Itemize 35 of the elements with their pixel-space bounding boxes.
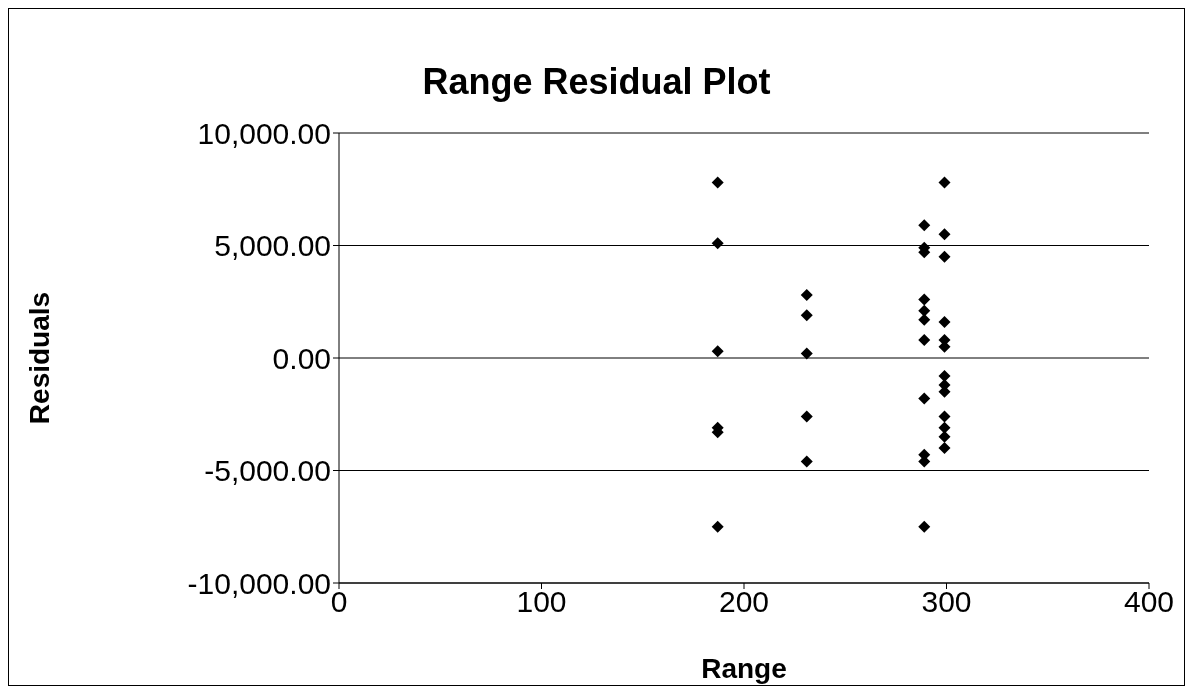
point (800, 347, 813, 360)
y-tick-label: 10,000.00 (197, 116, 331, 150)
point (711, 237, 724, 250)
point (711, 176, 724, 189)
point (711, 345, 724, 358)
point (918, 520, 931, 533)
chart-title: Range Residual Plot (421, 61, 772, 103)
point (938, 370, 951, 382)
x-tick-label: 400 (1123, 585, 1175, 619)
point (800, 455, 813, 468)
x-tick-label: 300 (921, 585, 972, 619)
y-tick-label: -5,000.00 (204, 454, 331, 488)
point (800, 289, 813, 301)
y-tick-label: 0.00 (272, 341, 331, 375)
point (711, 520, 724, 533)
y-axis-title: Residuals (23, 291, 55, 425)
point (938, 442, 951, 454)
point (938, 316, 951, 328)
point (918, 334, 931, 346)
point (918, 392, 931, 405)
point (800, 309, 813, 322)
point (800, 410, 813, 423)
x-tick-label: 0 (330, 585, 348, 619)
point (938, 250, 951, 263)
point (918, 304, 931, 317)
point (918, 293, 931, 306)
y-tick-label: 5,000.00 (214, 229, 331, 263)
point (938, 410, 951, 423)
x-axis-title: Range (701, 653, 787, 684)
y-tick-label: -10,000.00 (187, 566, 331, 600)
point (938, 228, 951, 241)
x-tick-label: 100 (516, 585, 567, 619)
point (938, 176, 951, 189)
point (918, 219, 931, 232)
x-tick-label: 200 (718, 585, 770, 619)
